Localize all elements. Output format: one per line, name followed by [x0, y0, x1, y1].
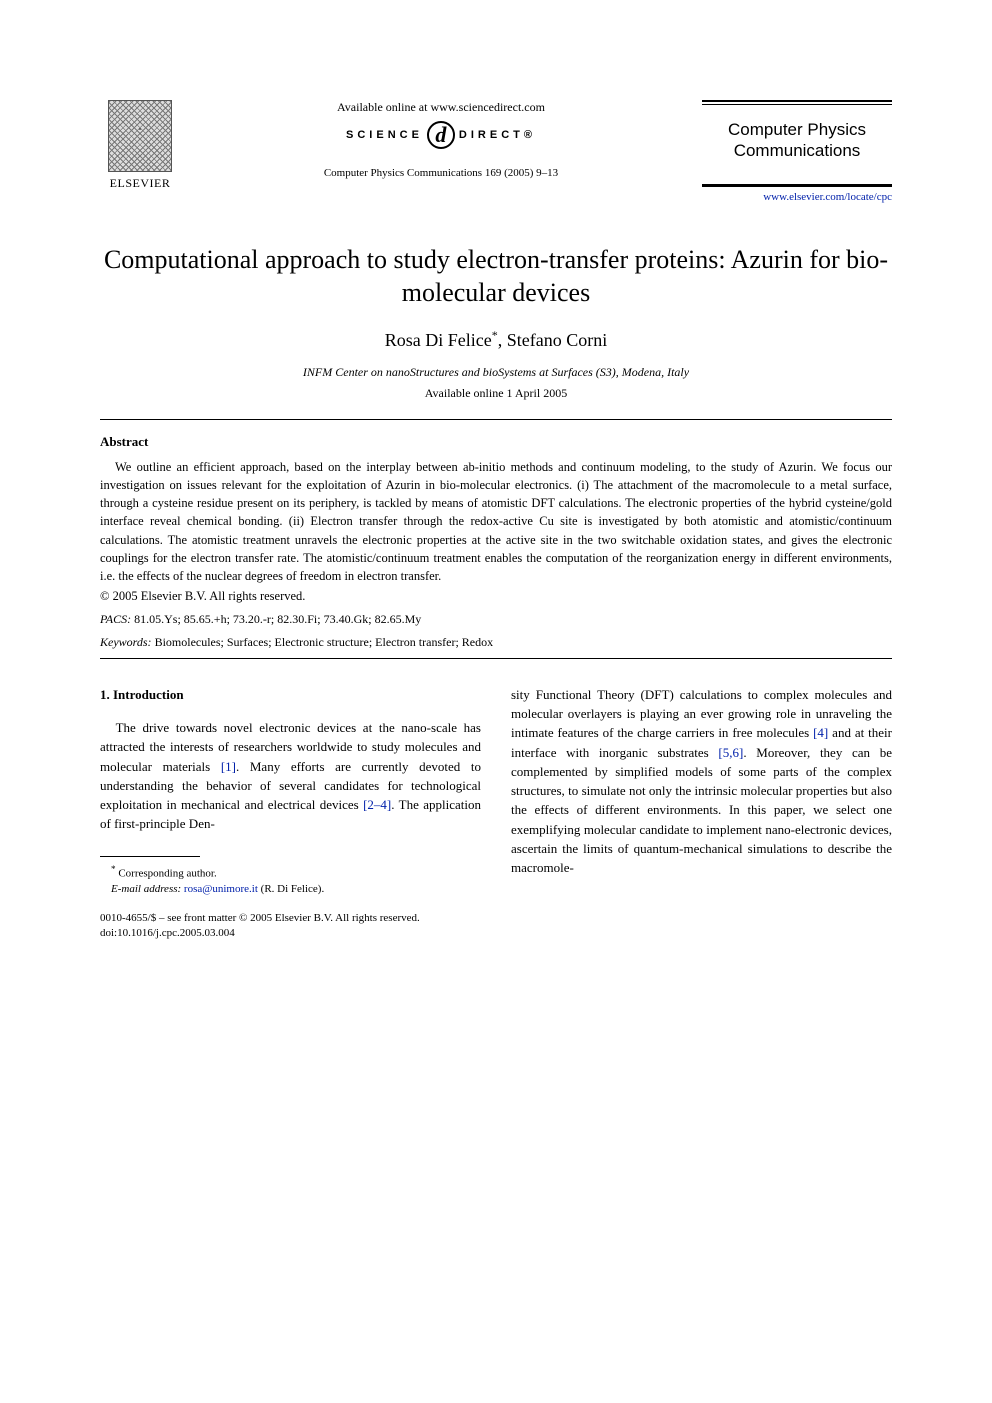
keywords-label: Keywords:: [100, 635, 152, 649]
journal-rule-bot-thick: [702, 185, 892, 187]
doi-line: doi:10.1016/j.cpc.2005.03.004: [100, 926, 892, 941]
keywords-line: Keywords: Biomolecules; Surfaces; Electr…: [100, 635, 892, 650]
intro-paragraph-right: sity Functional Theory (DFT) calculation…: [511, 685, 892, 877]
author-1: Rosa Di Felice: [385, 330, 492, 350]
ref-5-6[interactable]: [5,6]: [718, 745, 743, 760]
section-heading: 1. Introduction: [100, 685, 481, 704]
sd-d-icon: d: [427, 121, 455, 149]
abstract-copyright: © 2005 Elsevier B.V. All rights reserved…: [100, 589, 892, 604]
journal-title-l1: Computer Physics: [728, 120, 866, 139]
email-label: E-mail address:: [111, 883, 181, 895]
ref-4[interactable]: [4]: [813, 725, 828, 740]
abstract-body: We outline an efficient approach, based …: [100, 458, 892, 585]
journal-link[interactable]: www.elsevier.com/locate/cpc: [702, 191, 892, 203]
author-2: Stefano Corni: [507, 330, 608, 350]
intro-paragraph-left: The drive towards novel electronic devic…: [100, 718, 481, 833]
journal-title: Computer Physics Communications: [702, 105, 892, 184]
body-columns: 1. Introduction The drive towards novel …: [100, 685, 892, 897]
keywords-list: Biomolecules; Surfaces; Electronic struc…: [155, 635, 494, 649]
journal-box: Computer Physics Communications www.else…: [702, 100, 892, 203]
footnote-corr-text: Corresponding author.: [118, 867, 216, 879]
publisher-logo: ELSEVIER: [100, 100, 180, 191]
footnote-email: E-mail address: rosa@unimore.it (R. Di F…: [100, 882, 481, 897]
footnote-corresponding: * Corresponding author.: [100, 863, 481, 882]
rule-below-abstract: [100, 658, 892, 659]
journal-rule-top-thick: [702, 100, 892, 102]
issn-line: 0010-4655/$ – see front matter © 2005 El…: [100, 911, 892, 926]
email-paren: (R. Di Felice).: [261, 883, 325, 895]
email-link[interactable]: rosa@unimore.it: [184, 883, 258, 895]
publisher-name: ELSEVIER: [110, 176, 171, 191]
article-title: Computational approach to study electron…: [100, 243, 892, 311]
right-column: sity Functional Theory (DFT) calculation…: [511, 685, 892, 897]
ref-1[interactable]: [1]: [221, 759, 236, 774]
rule-above-abstract: [100, 419, 892, 420]
p-right-c: . Moreover, they can be complemented by …: [511, 745, 892, 875]
author-sep: ,: [498, 330, 507, 350]
citation-line: Computer Physics Communications 169 (200…: [200, 167, 682, 179]
available-date: Available online 1 April 2005: [100, 386, 892, 401]
left-column: 1. Introduction The drive towards novel …: [100, 685, 481, 897]
footnote-mark: *: [111, 864, 116, 874]
journal-link-text[interactable]: www.elsevier.com/locate/cpc: [763, 191, 892, 203]
authors-line: Rosa Di Felice*, Stefano Corni: [100, 328, 892, 351]
sd-text-left: SCIENCE: [346, 129, 423, 141]
elsevier-tree-icon: [108, 100, 172, 172]
pacs-label: PACS:: [100, 612, 131, 626]
sciencedirect-logo: SCIENCE d DIRECT®: [346, 121, 536, 149]
pacs-line: PACS: 81.05.Ys; 85.65.+h; 73.20.-r; 82.3…: [100, 612, 892, 627]
sd-text-right: DIRECT®: [459, 129, 536, 141]
page-header: ELSEVIER Available online at www.science…: [100, 100, 892, 203]
header-center: Available online at www.sciencedirect.co…: [180, 100, 702, 179]
abstract-heading: Abstract: [100, 434, 892, 450]
pacs-codes: 81.05.Ys; 85.65.+h; 73.20.-r; 82.30.Fi; …: [134, 612, 421, 626]
affiliation: INFM Center on nanoStructures and bioSys…: [100, 365, 892, 380]
journal-title-l2: Communications: [734, 141, 861, 160]
footer-meta: 0010-4655/$ – see front matter © 2005 El…: [100, 911, 892, 942]
available-online-text: Available online at www.sciencedirect.co…: [200, 100, 682, 115]
ref-2-4[interactable]: [2–4]: [363, 797, 391, 812]
footnote-rule: [100, 856, 200, 857]
